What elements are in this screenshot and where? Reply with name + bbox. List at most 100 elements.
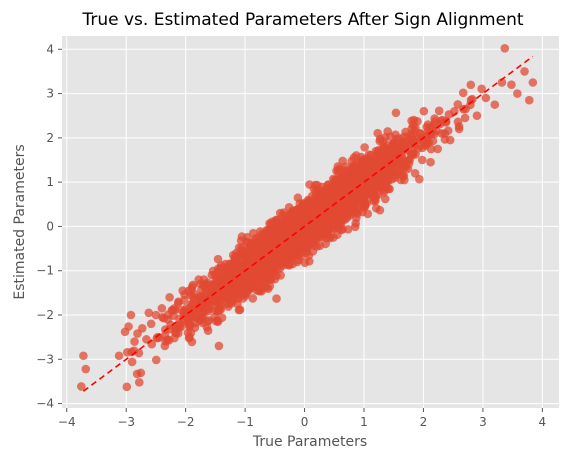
data-point <box>409 115 419 125</box>
data-point <box>391 108 401 118</box>
data-point <box>270 274 280 284</box>
y-tick-label: −4 <box>36 397 54 411</box>
data-point <box>329 191 338 200</box>
data-point <box>321 239 330 249</box>
y-tick-label: −3 <box>36 352 54 366</box>
data-point <box>423 120 433 129</box>
data-point <box>524 95 534 105</box>
data-point <box>304 233 314 242</box>
data-point <box>81 364 91 374</box>
data-point <box>137 323 147 333</box>
data-point <box>285 219 294 229</box>
data-point <box>221 259 230 269</box>
data-point <box>126 310 136 320</box>
data-point <box>305 180 314 189</box>
data-point <box>250 275 259 284</box>
data-point <box>337 213 347 222</box>
data-point <box>231 253 241 262</box>
data-point <box>520 67 529 76</box>
data-point <box>174 297 183 307</box>
data-point <box>307 191 317 201</box>
data-point <box>349 166 358 175</box>
data-point <box>228 292 238 302</box>
data-point <box>124 322 133 331</box>
data-point <box>280 257 289 266</box>
data-point <box>460 113 470 123</box>
data-point <box>453 100 463 109</box>
data-point <box>466 95 476 105</box>
data-point <box>370 182 380 191</box>
data-point <box>373 128 383 138</box>
y-tick-label: 0 <box>46 219 54 233</box>
data-point <box>114 351 124 361</box>
data-point <box>170 333 179 343</box>
data-point <box>79 351 88 361</box>
data-point <box>528 78 538 87</box>
data-point <box>426 157 435 167</box>
data-point <box>396 175 406 185</box>
reference-line <box>82 55 534 392</box>
data-point <box>226 266 236 276</box>
data-point <box>459 104 468 114</box>
data-point <box>282 248 292 258</box>
data-point <box>244 268 254 278</box>
data-point <box>403 164 413 174</box>
data-point <box>315 190 325 200</box>
data-point <box>76 382 86 391</box>
data-point <box>434 106 444 116</box>
data-point <box>329 174 338 184</box>
data-point <box>315 226 325 236</box>
data-point <box>207 270 217 280</box>
data-point <box>151 310 161 320</box>
data-point <box>181 308 190 318</box>
data-point <box>146 319 156 329</box>
data-point <box>405 135 415 145</box>
data-point <box>142 335 151 344</box>
data-point <box>335 197 344 207</box>
data-point <box>371 203 381 213</box>
data-point <box>321 215 330 225</box>
data-point <box>363 209 373 219</box>
data-point <box>214 264 223 273</box>
data-point <box>410 168 420 178</box>
x-tick-label: 4 <box>539 415 547 429</box>
data-point <box>122 347 132 357</box>
data-point <box>271 216 281 226</box>
x-tick-label: 0 <box>301 415 309 429</box>
data-point <box>151 355 161 365</box>
data-point <box>224 284 233 293</box>
data-point <box>134 378 144 387</box>
data-point <box>168 306 177 315</box>
data-point <box>263 235 272 245</box>
data-point <box>329 233 338 242</box>
x-axis-ticks: −4 −3 −2 −1 0 1 2 3 4 <box>58 408 546 429</box>
data-point <box>127 357 137 367</box>
data-point <box>216 299 226 309</box>
data-point <box>393 160 403 169</box>
data-point <box>194 275 204 284</box>
y-tick-label: −1 <box>36 264 54 278</box>
data-point <box>290 226 300 236</box>
data-point <box>153 332 163 342</box>
data-point <box>354 195 363 205</box>
x-tick-label: 3 <box>479 415 487 429</box>
data-point <box>199 310 208 320</box>
data-point <box>360 143 369 152</box>
data-point <box>349 206 358 216</box>
data-point <box>336 175 345 185</box>
data-point <box>132 369 142 379</box>
data-point <box>342 170 352 180</box>
data-point <box>160 331 170 340</box>
data-point <box>297 201 307 211</box>
data-point <box>130 337 139 346</box>
x-tick-label: −3 <box>117 415 135 429</box>
data-point <box>411 123 420 133</box>
data-point <box>234 279 244 289</box>
data-point <box>472 111 482 121</box>
x-tick-label: 2 <box>420 415 428 429</box>
y-tick-label: 1 <box>46 175 54 189</box>
data-point <box>272 294 281 303</box>
y-tick-label: 3 <box>46 87 54 101</box>
y-tick-label: −2 <box>36 308 54 322</box>
data-point <box>247 255 257 264</box>
